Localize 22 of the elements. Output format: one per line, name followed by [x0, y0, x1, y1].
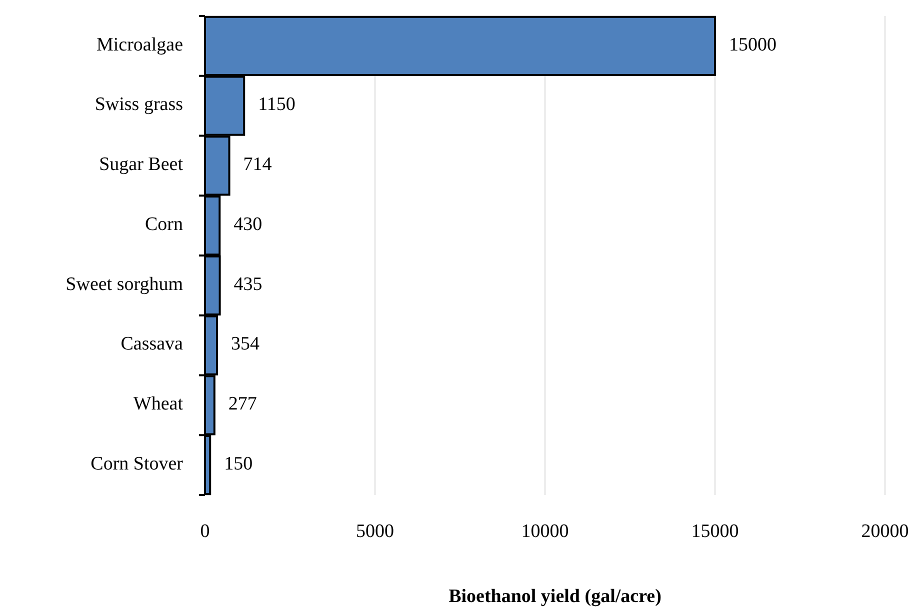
- data-label: 435: [234, 274, 262, 295]
- data-label: 430: [234, 214, 262, 235]
- y-tick-label: Sweet sorghum: [66, 274, 184, 295]
- x-tick-label: 20000: [861, 521, 909, 542]
- data-label: 714: [243, 154, 272, 176]
- data-label: 150: [224, 453, 253, 474]
- data-label: 1150: [258, 94, 296, 116]
- x-tick-label: 5000: [356, 521, 394, 542]
- y-tick-label: Sugar Beet: [99, 154, 184, 176]
- x-tick-label: 0: [200, 521, 210, 542]
- y-tick-label: Corn: [145, 214, 184, 235]
- x-tick-label: 10000: [521, 521, 569, 542]
- x-axis-title: Bioethanol yield (gal/acre): [448, 586, 662, 607]
- y-tick-label: Corn Stover: [90, 453, 184, 474]
- data-label: 354: [231, 334, 260, 355]
- data-label: 15000: [729, 34, 776, 56]
- y-tick-label: Swiss grass: [94, 94, 183, 116]
- data-label: 277: [228, 394, 257, 415]
- x-tick-label: 15000: [691, 521, 739, 542]
- y-tick-label: Microalgae: [96, 34, 183, 56]
- y-tick-label: Cassava: [120, 334, 184, 355]
- y-tick-label: Wheat: [133, 394, 184, 415]
